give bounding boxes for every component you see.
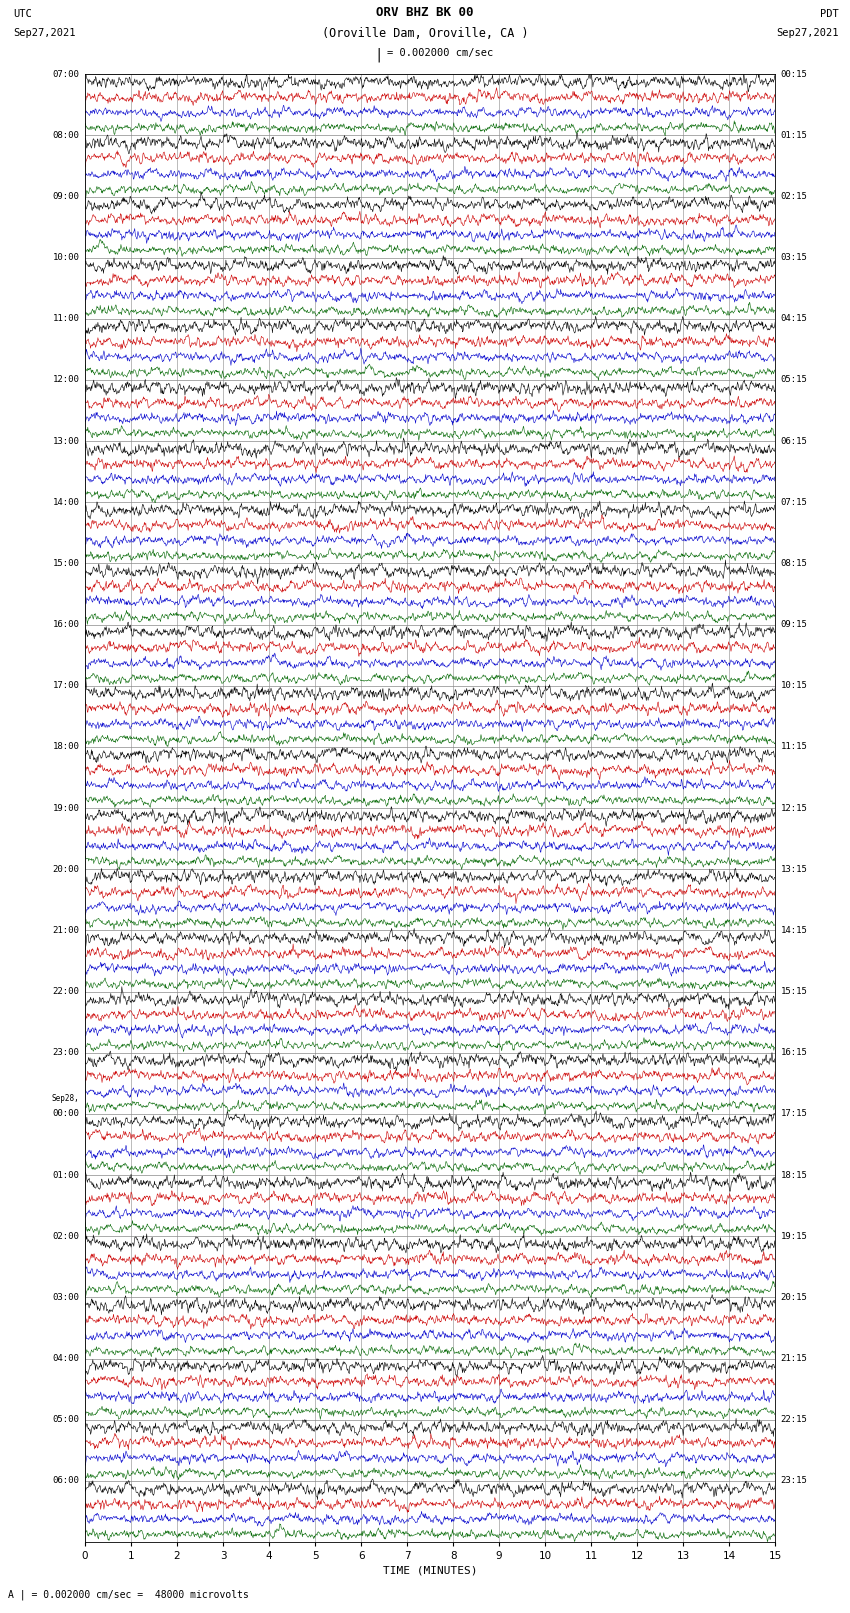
Text: 08:15: 08:15: [780, 560, 808, 568]
Text: 12:15: 12:15: [780, 803, 808, 813]
Text: 10:00: 10:00: [53, 253, 80, 263]
Text: 18:00: 18:00: [53, 742, 80, 752]
Text: Sep27,2021: Sep27,2021: [776, 29, 839, 39]
Text: UTC: UTC: [13, 10, 31, 19]
Text: 21:15: 21:15: [780, 1353, 808, 1363]
Text: 22:15: 22:15: [780, 1415, 808, 1424]
Text: 21:00: 21:00: [53, 926, 80, 936]
Text: ORV BHZ BK 00: ORV BHZ BK 00: [377, 6, 473, 19]
Text: 04:00: 04:00: [53, 1353, 80, 1363]
Text: 01:00: 01:00: [53, 1171, 80, 1179]
Text: 15:15: 15:15: [780, 987, 808, 997]
Text: = 0.002000 cm/sec: = 0.002000 cm/sec: [387, 48, 493, 58]
Text: 07:15: 07:15: [780, 498, 808, 506]
Text: 03:00: 03:00: [53, 1294, 80, 1302]
Text: 20:00: 20:00: [53, 865, 80, 874]
Text: 16:00: 16:00: [53, 619, 80, 629]
Text: 04:15: 04:15: [780, 315, 808, 323]
Text: 14:15: 14:15: [780, 926, 808, 936]
Text: 01:15: 01:15: [780, 131, 808, 140]
Text: 06:00: 06:00: [53, 1476, 80, 1486]
Text: 09:00: 09:00: [53, 192, 80, 202]
Text: 12:00: 12:00: [53, 376, 80, 384]
Text: 03:15: 03:15: [780, 253, 808, 263]
Text: |: |: [374, 48, 382, 63]
Text: 13:15: 13:15: [780, 865, 808, 874]
Text: 17:15: 17:15: [780, 1110, 808, 1118]
Text: A | = 0.002000 cm/sec =  48000 microvolts: A | = 0.002000 cm/sec = 48000 microvolts: [8, 1589, 249, 1600]
X-axis label: TIME (MINUTES): TIME (MINUTES): [382, 1565, 478, 1576]
Text: 23:15: 23:15: [780, 1476, 808, 1486]
Text: 16:15: 16:15: [780, 1048, 808, 1057]
Text: 05:15: 05:15: [780, 376, 808, 384]
Text: Sep27,2021: Sep27,2021: [13, 29, 76, 39]
Text: 23:00: 23:00: [53, 1048, 80, 1057]
Text: 00:00: 00:00: [53, 1110, 80, 1118]
Text: 05:00: 05:00: [53, 1415, 80, 1424]
Text: 11:00: 11:00: [53, 315, 80, 323]
Text: 20:15: 20:15: [780, 1294, 808, 1302]
Text: 17:00: 17:00: [53, 681, 80, 690]
Text: 09:15: 09:15: [780, 619, 808, 629]
Text: 22:00: 22:00: [53, 987, 80, 997]
Text: 19:00: 19:00: [53, 803, 80, 813]
Text: 00:15: 00:15: [780, 69, 808, 79]
Text: 02:00: 02:00: [53, 1232, 80, 1240]
Text: 02:15: 02:15: [780, 192, 808, 202]
Text: 07:00: 07:00: [53, 69, 80, 79]
Text: 19:15: 19:15: [780, 1232, 808, 1240]
Text: 18:15: 18:15: [780, 1171, 808, 1179]
Text: 14:00: 14:00: [53, 498, 80, 506]
Text: 11:15: 11:15: [780, 742, 808, 752]
Text: 08:00: 08:00: [53, 131, 80, 140]
Text: 15:00: 15:00: [53, 560, 80, 568]
Text: Sep28,: Sep28,: [52, 1094, 80, 1103]
Text: PDT: PDT: [820, 10, 839, 19]
Text: (Oroville Dam, Oroville, CA ): (Oroville Dam, Oroville, CA ): [321, 27, 529, 40]
Text: 06:15: 06:15: [780, 437, 808, 445]
Text: 10:15: 10:15: [780, 681, 808, 690]
Text: 13:00: 13:00: [53, 437, 80, 445]
